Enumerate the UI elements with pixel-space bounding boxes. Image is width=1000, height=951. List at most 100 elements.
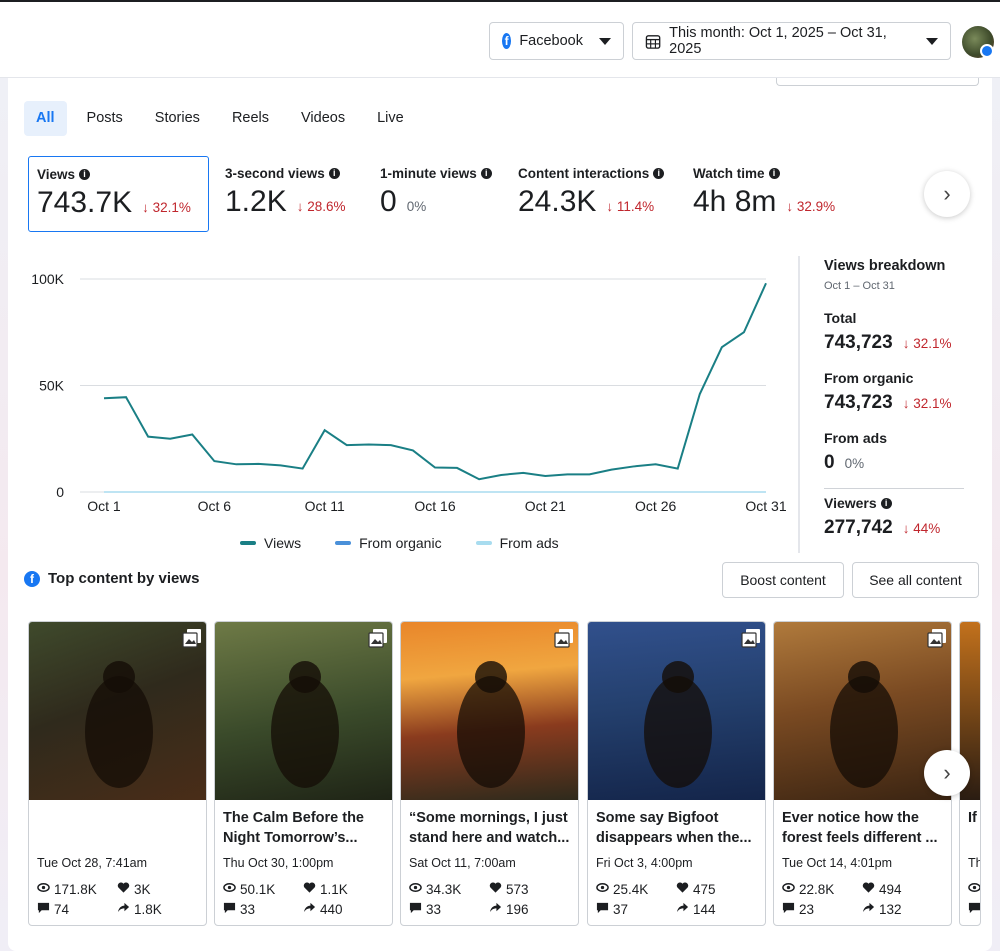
views-stat: 34.3K: [409, 881, 461, 897]
comments-count: 33: [426, 901, 442, 917]
metric-value: 743.7K: [37, 186, 133, 219]
metric-delta: ↓ 32.1%: [142, 200, 191, 215]
content-date: Th: [968, 856, 980, 870]
content-date: Sat Oct 11, 7:00am: [409, 856, 516, 870]
content-date: Fri Oct 3, 4:00pm: [596, 856, 693, 870]
content-card[interactable]: “Some mornings, I just stand here and wa…: [400, 621, 579, 926]
content-card[interactable]: The Calm Before the Night Tomorrow’s... …: [214, 621, 393, 926]
comments-count: 33: [240, 901, 256, 917]
next-metrics-button[interactable]: ›: [924, 171, 970, 217]
views-count: 25.4K: [613, 881, 649, 897]
tab-live[interactable]: Live: [377, 110, 404, 126]
content-thumbnail: [774, 622, 951, 800]
eye-icon: [782, 881, 795, 897]
metric-watch-time[interactable]: Watch time i 4h 8m ↓ 32.9%: [685, 156, 865, 232]
breakdown-ads-label: From ads: [824, 430, 888, 446]
comment-icon: [409, 901, 422, 917]
info-icon[interactable]: i: [768, 168, 780, 179]
content-title: Some say Bigfoot disappears when the...: [596, 810, 752, 846]
comments-stat: 33: [223, 901, 255, 917]
search-input[interactable]: [776, 78, 979, 86]
content-thumbnail: [401, 622, 578, 800]
chart-legend: Views From organic From ads: [240, 535, 559, 551]
series-line-views: [103, 282, 767, 481]
likes-stat: 1.1K: [303, 881, 348, 897]
top-bar: f Facebook This month: Oct 1, 2025 – Oct…: [0, 0, 1000, 78]
breakdown-organic: From organic 743,723 ↓ 32.1%: [824, 370, 988, 414]
info-icon[interactable]: i: [79, 169, 91, 180]
breakdown-ads-value: 0: [824, 452, 835, 473]
breakdown-viewers-delta: ↓ 44%: [902, 521, 941, 536]
tab-videos[interactable]: Videos: [301, 110, 346, 126]
eye-icon: [37, 881, 50, 897]
tab-stories[interactable]: Stories: [154, 110, 200, 126]
info-icon[interactable]: i: [480, 168, 492, 179]
tab-posts[interactable]: Posts: [86, 110, 123, 126]
metric-3-second-views[interactable]: 3-second views i 1.2K ↓ 28.6%: [217, 156, 367, 232]
legend-item-organic: From organic: [335, 535, 442, 551]
info-icon[interactable]: i: [880, 497, 892, 509]
gallery-icon: [554, 629, 573, 648]
date-range-selector[interactable]: This month: Oct 1, 2025 – Oct 31, 2025: [632, 22, 951, 60]
bigfoot-illustration: [85, 661, 153, 788]
bigfoot-illustration: [644, 661, 712, 788]
see-all-content-button[interactable]: See all content: [852, 562, 979, 598]
facebook-icon: f: [502, 33, 512, 49]
gallery-icon: [182, 629, 201, 648]
shares-count: 132: [879, 901, 902, 917]
comments-stat: 33: [409, 901, 441, 917]
share-icon: [303, 901, 316, 917]
views-stat: 50.1K: [223, 881, 275, 897]
comment-icon: [968, 901, 980, 917]
content-card[interactable]: Some say Bigfoot disappears when the... …: [587, 621, 766, 926]
breakdown-total-label: Total: [824, 310, 857, 326]
metric-label: Views: [37, 167, 76, 182]
likes-stat: 494: [862, 881, 902, 897]
heart-icon: [489, 881, 502, 897]
eye-icon: [596, 881, 609, 897]
chevron-down-icon: [926, 37, 938, 45]
metric-content-interactions[interactable]: Content interactions i 24.3K ↓ 11.4%: [510, 156, 680, 232]
content-title: Ever notice how the forest feels differe…: [782, 810, 938, 846]
metric-views[interactable]: Views i 743.7K ↓ 32.1%: [28, 156, 209, 232]
views-stat: 22.8K: [782, 881, 834, 897]
comments-count: 74: [54, 901, 70, 917]
y-tick-label: 100K: [31, 271, 64, 287]
info-icon[interactable]: i: [328, 168, 340, 179]
heart-icon: [676, 881, 689, 897]
content-title: If: [968, 810, 977, 826]
x-tick-label: Oct 1: [87, 498, 121, 514]
share-icon: [862, 901, 875, 917]
divider: [824, 488, 964, 489]
breakdown-viewers: Viewers i 277,742 ↓ 44%: [824, 495, 988, 539]
comment-icon: [223, 901, 236, 917]
legend-item-views: Views: [240, 535, 301, 551]
facebook-icon: f: [24, 570, 40, 587]
boost-content-button[interactable]: Boost content: [722, 562, 844, 598]
tab-all[interactable]: All: [24, 101, 67, 136]
eye-icon: [968, 881, 980, 897]
x-tick-label: Oct 11: [305, 498, 345, 514]
platform-label: Facebook: [519, 33, 583, 49]
tab-reels[interactable]: Reels: [231, 110, 270, 126]
shares-stat: 196: [489, 901, 529, 917]
content-card[interactable]: Tue Oct 28, 7:41am 171.8K 3K 74 1.8K: [28, 621, 207, 926]
info-icon[interactable]: i: [653, 168, 665, 179]
shares-count: 144: [693, 901, 716, 917]
metric-1-minute-views[interactable]: 1-minute views i 0 0%: [372, 156, 502, 232]
legend-label: From organic: [359, 535, 442, 551]
views-count: 171.8K: [54, 881, 97, 897]
breakdown-total-value: 743,723: [824, 332, 893, 353]
metric-value: 0: [380, 185, 397, 218]
content-thumbnail: [960, 622, 980, 800]
platform-selector[interactable]: f Facebook: [489, 22, 624, 60]
content-card[interactable]: Ever notice how the forest feels differe…: [773, 621, 952, 926]
comment-icon: [596, 901, 609, 917]
metric-delta: ↓ 11.4%: [606, 199, 655, 214]
eye-icon: [409, 881, 422, 897]
chevron-right-icon: ›: [943, 181, 951, 206]
content-thumbnail: [588, 622, 765, 800]
y-tick-label: 0: [56, 484, 64, 500]
breakdown-viewers-value: 277,742: [824, 517, 893, 538]
next-content-button[interactable]: ›: [924, 750, 970, 796]
